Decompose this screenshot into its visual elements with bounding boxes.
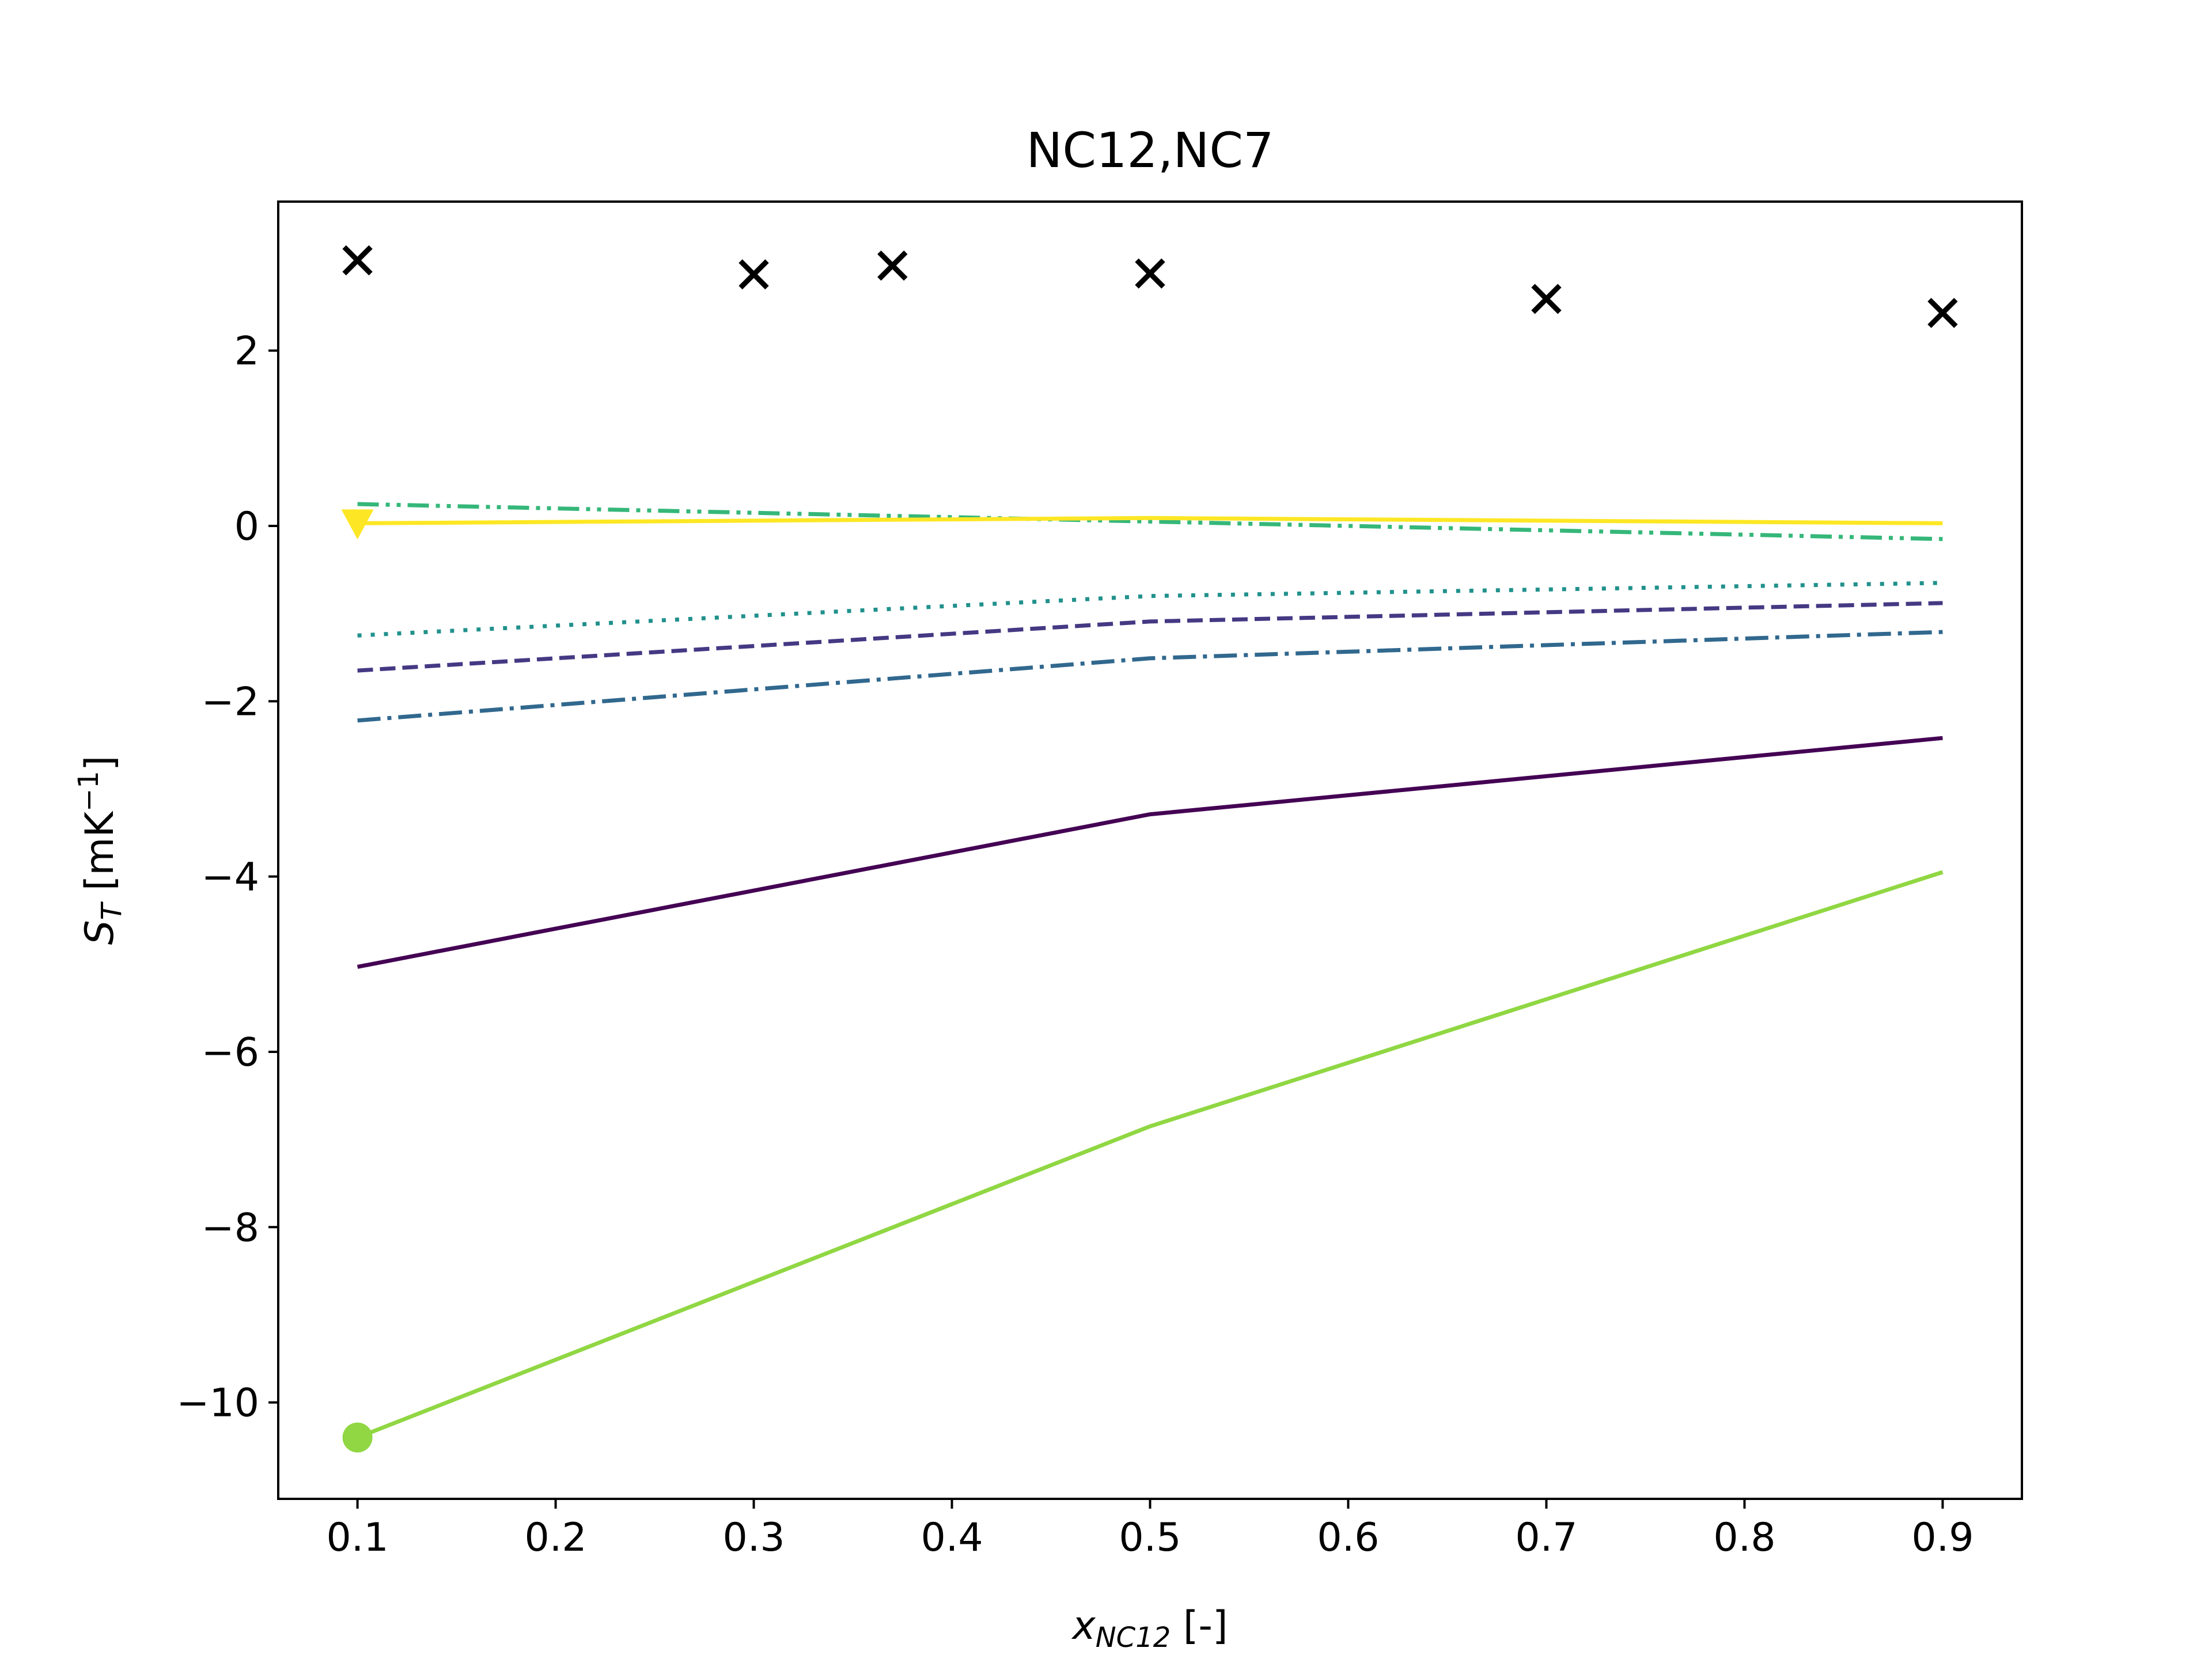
x-tick-label: 0.2 bbox=[524, 1515, 586, 1560]
y-axis-label-symbol: S bbox=[77, 920, 123, 945]
y-axis-label-close: ] bbox=[77, 756, 123, 771]
x-tick-label: 0.6 bbox=[1317, 1515, 1379, 1560]
y-tick-label: −2 bbox=[202, 679, 259, 725]
x-tick-label: 0.7 bbox=[1515, 1515, 1577, 1560]
experimental-point bbox=[877, 250, 908, 281]
experimental-point bbox=[1927, 298, 1958, 328]
y-axis-label-superscript: −1 bbox=[73, 771, 105, 812]
x-axis-label-subscript: NC12 bbox=[1096, 1622, 1171, 1654]
chart-title: NC12,NC7 bbox=[1026, 122, 1274, 179]
y-tick-label: −8 bbox=[202, 1205, 259, 1251]
series-line-2 bbox=[357, 601, 1943, 673]
series-marker-7 bbox=[341, 509, 374, 540]
series-line-1 bbox=[357, 736, 1943, 969]
x-tick-label: 0.3 bbox=[722, 1515, 785, 1560]
y-tick-label: 2 bbox=[234, 329, 259, 374]
series-line-7 bbox=[357, 516, 1943, 525]
series-group bbox=[341, 245, 1958, 1453]
experimental-point bbox=[1135, 258, 1165, 289]
x-tick-label: 0.4 bbox=[921, 1515, 983, 1560]
series-line-5 bbox=[357, 502, 1943, 541]
x-axis-label: xNC12 [-] bbox=[1071, 1603, 1228, 1654]
series-line-3 bbox=[357, 630, 1943, 723]
y-tick-label: 0 bbox=[234, 504, 259, 550]
y-tick-label: −4 bbox=[202, 855, 259, 900]
y-axis-label-subscript: T bbox=[96, 901, 128, 920]
y-axis-label-unit: [mK bbox=[77, 810, 123, 903]
x-tick-label: 0.1 bbox=[327, 1515, 389, 1560]
y-tick-label: −6 bbox=[202, 1030, 259, 1075]
axes: 0.1 0.2 0.3 0.4 0.5 0.6 0.7 0.8 0.9 −10 −8 −6 −4 −2 0 2 bbox=[176, 200, 2023, 1560]
y-tick-label: −10 bbox=[176, 1381, 259, 1426]
experimental-point bbox=[738, 259, 769, 290]
series-line-6 bbox=[357, 870, 1944, 1440]
x-axis-label-unit: [-] bbox=[1171, 1603, 1228, 1649]
series-marker-6 bbox=[342, 1422, 373, 1453]
plot-area bbox=[341, 245, 1958, 1453]
y-axis-label: ST [mK−1] bbox=[73, 756, 128, 945]
x-tick-label: 0.5 bbox=[1119, 1515, 1181, 1560]
x-tick-label: 0.9 bbox=[1911, 1515, 1974, 1560]
experimental-point bbox=[1531, 283, 1562, 315]
x-tick-label: 0.8 bbox=[1713, 1515, 1775, 1560]
experimental-point bbox=[342, 245, 373, 276]
x-axis-label-symbol: x bbox=[1071, 1603, 1096, 1649]
